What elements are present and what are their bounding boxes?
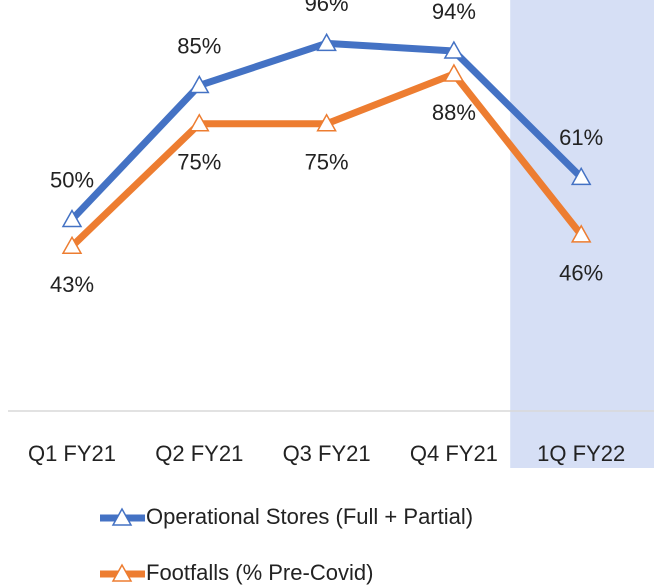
data-label: 94%: [432, 0, 476, 24]
data-label: 85%: [177, 33, 221, 58]
point-marker: [443, 63, 465, 82]
point-marker: [61, 208, 83, 228]
legend-marker: [111, 507, 133, 526]
x-tick-label: Q2 FY21: [155, 441, 243, 466]
legend-label: Operational Stores (Full + Partial): [146, 504, 473, 529]
x-tick-label: Q3 FY21: [283, 441, 371, 466]
point-marker: [570, 224, 592, 243]
legend-label: Footfalls (% Pre-Covid): [146, 560, 373, 585]
point-marker: [61, 235, 83, 255]
point-marker: [316, 32, 337, 52]
data-label: 88%: [432, 100, 476, 125]
x-tick-label: 1Q FY22: [537, 441, 625, 466]
data-label: 50%: [50, 167, 94, 192]
data-label: 61%: [559, 125, 603, 150]
x-tick-label: Q1 FY21: [28, 441, 116, 466]
x-tick-label: Q4 FY21: [410, 441, 498, 466]
data-label: 96%: [305, 0, 349, 16]
point-marker: [443, 40, 465, 59]
point-marker: [189, 113, 210, 132]
legend-marker: [111, 563, 133, 582]
data-label: 46%: [559, 261, 603, 286]
data-label: 75%: [305, 150, 349, 175]
point-marker: [570, 166, 592, 186]
point-marker: [189, 74, 210, 94]
point-marker: [316, 113, 337, 132]
data-label: 43%: [50, 272, 94, 297]
data-label: 75%: [177, 150, 221, 175]
